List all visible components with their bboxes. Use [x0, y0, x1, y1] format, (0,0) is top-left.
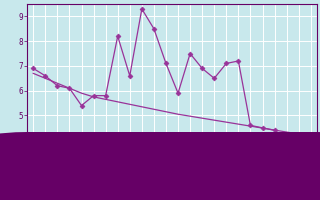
X-axis label: Windchill (Refroidissement éolien,°C): Windchill (Refroidissement éolien,°C) — [86, 181, 258, 190]
